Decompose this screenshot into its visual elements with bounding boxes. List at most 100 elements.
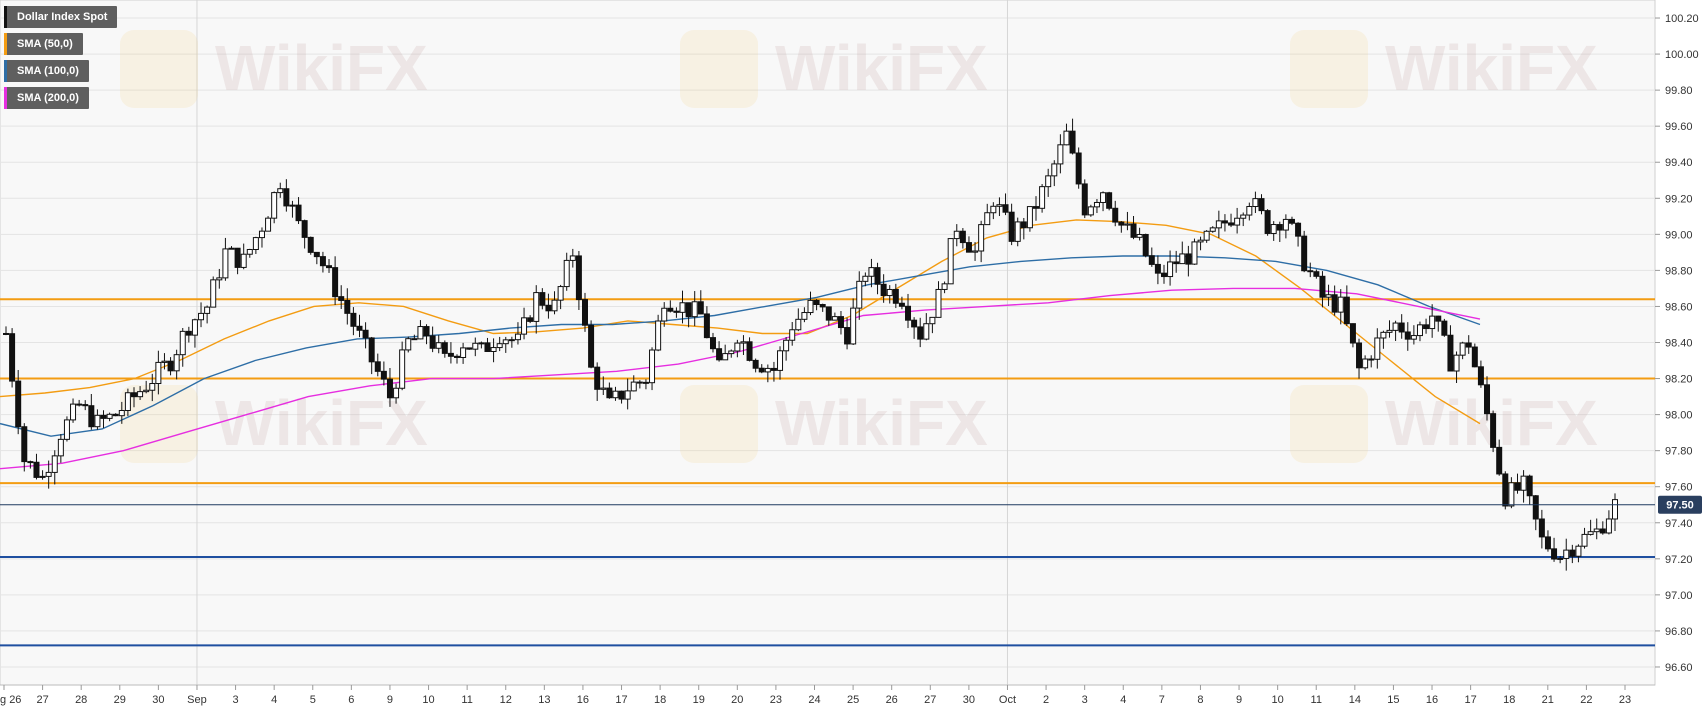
candle-body [1130,223,1137,238]
x-tick-label: 5 [310,694,316,706]
candle-body [953,230,960,240]
candle-body [1423,324,1430,330]
candle-body [57,438,64,457]
candle-body [380,370,387,380]
candle-body [1014,221,1021,242]
watermark-text: WikiFX [1385,32,1598,104]
legend-item-sma50[interactable]: SMA (50,0) [4,33,83,55]
candle-body [149,383,156,391]
candle-body [411,338,418,341]
candle-body [984,212,991,226]
candle-body [423,326,430,337]
candle-body [624,390,631,400]
x-tick-label: 30 [963,694,975,706]
x-tick-label: 22 [1580,694,1592,706]
candle-body [1179,253,1186,265]
x-tick-label: 26 [886,694,898,706]
candle-body [752,359,759,369]
candle-body [789,329,796,341]
legend-item-price[interactable]: Dollar Index Spot [4,6,118,28]
candle-body [106,413,113,419]
candle-body [313,251,320,258]
candle-body [1148,255,1155,265]
candle-body [1356,342,1363,369]
candle-body [1093,201,1100,208]
candle-body [917,326,924,340]
candle-body [258,230,265,239]
candle-body [155,361,162,385]
x-tick-label: 16 [577,694,589,706]
candle-body [1380,331,1387,339]
candle-body [1502,473,1509,507]
candle-body [911,319,918,328]
horizontal-levels [0,298,1655,647]
candle-body [9,333,16,382]
candle-body [417,326,424,340]
watermark-badge [1290,30,1368,108]
legend-label: SMA (100,0) [17,65,79,77]
candle-body [15,380,22,428]
candle-body [441,342,448,354]
candle-body [1453,354,1460,372]
candle-body [508,339,515,342]
candle-body [496,343,503,349]
candle-body [356,325,363,331]
x-tick-label: 24 [808,694,820,706]
legend-item-sma100[interactable]: SMA (100,0) [4,60,89,82]
candle-body [819,304,826,308]
candle-body [1404,331,1411,340]
candle-body [1349,323,1356,344]
candle-body [844,327,851,345]
candle-body [1575,545,1582,557]
legend-item-sma200[interactable]: SMA (200,0) [4,87,89,109]
candle-body [1087,206,1094,216]
candle-body [1532,495,1539,520]
x-tick-label: 17 [1464,694,1476,706]
candle-body [234,247,241,268]
candle-body [1337,296,1344,313]
candle-body [1191,241,1198,265]
candle-body [691,301,698,318]
candle-body [112,413,119,417]
candle-body [484,342,491,352]
candle-body [1514,482,1521,491]
candle-body [673,310,680,313]
x-tick-label: 30 [152,694,164,706]
legend-label: SMA (200,0) [17,92,79,104]
candle-body [100,414,107,419]
candle-body [350,312,357,327]
candle-body [661,307,668,322]
candle-body [1569,549,1576,557]
x-tick-label: 25 [847,694,859,706]
watermark-badge [120,385,198,463]
x-tick-label: 4 [1120,694,1126,706]
legend-label: SMA (50,0) [17,38,73,50]
candle-body [649,349,656,384]
sma-line [0,255,1481,437]
y-tick-label: 98.60 [1665,301,1693,313]
last-price-badge [1658,495,1702,514]
x-tick-label: 3 [1082,694,1088,706]
candle-body [642,381,649,384]
candle-body [1118,221,1125,226]
candle-body [990,205,997,214]
candle-body [216,277,223,281]
candle-body [502,339,509,345]
candle-body [283,188,290,207]
candle-body [173,354,180,372]
candle-body [1209,227,1216,232]
candle-body [630,381,637,392]
x-tick-label: 20 [731,694,743,706]
watermark-badge [680,385,758,463]
candle-body [1587,531,1594,535]
candle-body [1410,335,1417,340]
candle-body [265,217,272,232]
x-tick-label: 7 [1159,694,1165,706]
candle-body [1520,475,1527,491]
candle-body [1496,446,1503,475]
candle-body [569,255,576,261]
candle-body [198,312,205,321]
candle-body [319,256,326,267]
candle-body [1447,334,1454,372]
candle-body [1599,528,1606,534]
